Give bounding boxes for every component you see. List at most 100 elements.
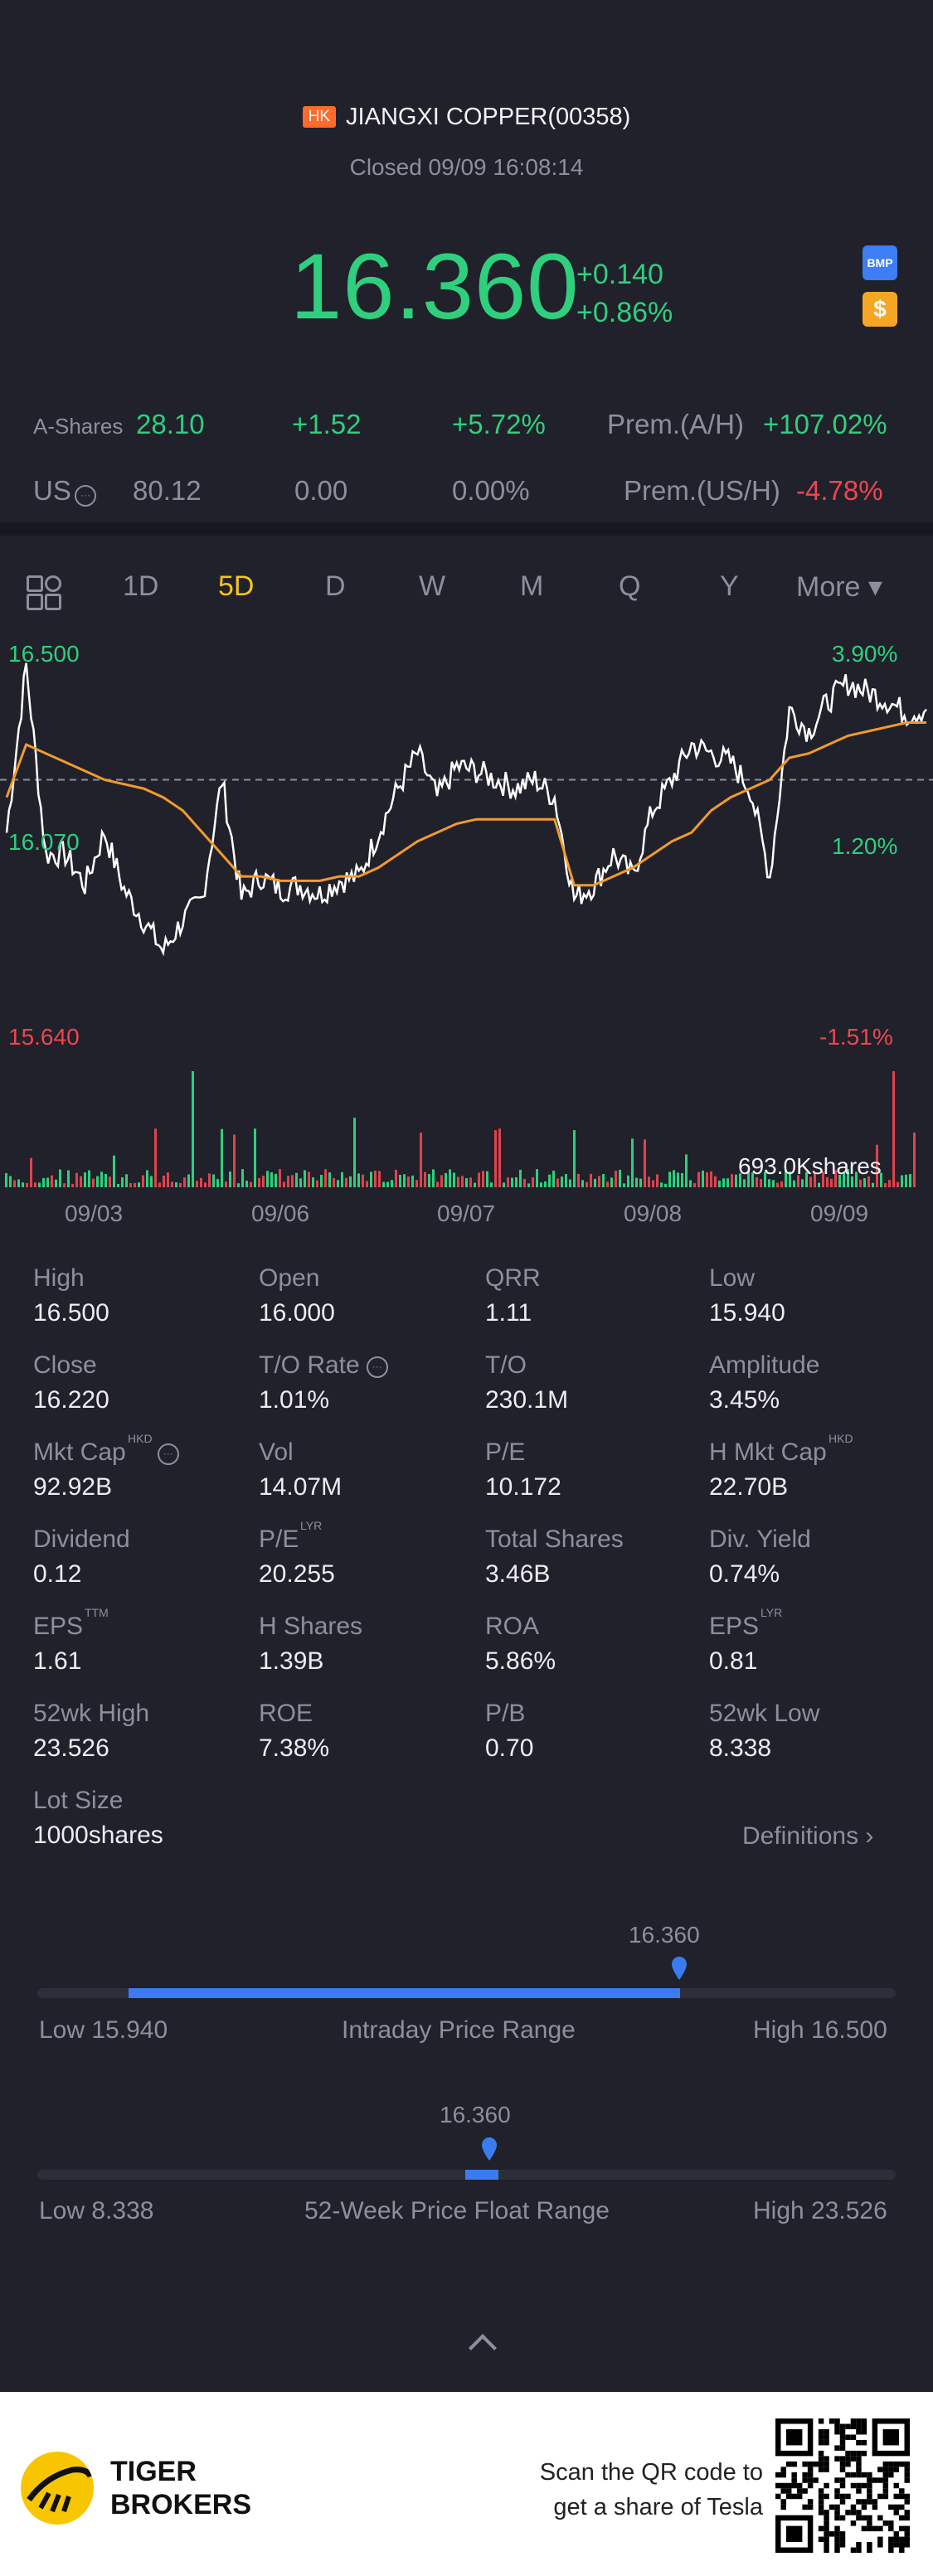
volume-bar — [386, 1181, 389, 1187]
stat-item: Amplitude 3.45% — [709, 1351, 925, 1414]
stat-sup: TTM — [85, 1606, 109, 1619]
volume-bar — [204, 1182, 207, 1187]
volume-bar — [457, 1176, 459, 1187]
chevron-up-icon[interactable] — [469, 2334, 497, 2362]
volume-bar — [345, 1177, 347, 1187]
volume-bar — [216, 1179, 219, 1187]
stat-value: 16.000 — [259, 1299, 335, 1327]
volume-bar — [668, 1172, 671, 1187]
stat-label: H Shares — [259, 1613, 474, 1641]
volume-bar — [706, 1172, 708, 1187]
volume-bar — [55, 1179, 57, 1187]
stat-label-text: P/E — [259, 1526, 299, 1553]
dollar-icon[interactable]: $ — [863, 292, 897, 327]
us-row[interactable]: US ··· 80.12 0.00 0.00% Prem.(US/H) -4.78… — [0, 475, 933, 525]
volume-bar — [5, 1172, 7, 1187]
volume-bar — [229, 1171, 231, 1187]
volume-bar — [324, 1169, 327, 1187]
volume-bar — [673, 1170, 675, 1187]
grid-icon[interactable] — [27, 575, 61, 610]
qr-code-icon[interactable] — [775, 2418, 910, 2553]
a-shares-row[interactable]: A-Shares 28.10 +1.52 +5.72% Prem.(A/H) +… — [0, 409, 933, 458]
definitions-label: Definitions — [742, 1822, 859, 1850]
stat-label: EPS TTM — [33, 1606, 249, 1641]
volume-bar — [237, 1183, 240, 1187]
more-dots-icon[interactable]: ··· — [74, 485, 96, 507]
volume-bar — [594, 1178, 596, 1187]
volume-bar — [208, 1173, 211, 1187]
stat-label: H Mkt Cap HKD — [709, 1432, 925, 1467]
stat-label: Low — [709, 1264, 925, 1293]
stat-label: P/E — [485, 1438, 701, 1467]
stat-item: Lot Size 1000shares — [33, 1787, 249, 1850]
tab-w[interactable]: W — [419, 570, 446, 602]
volume-bar — [569, 1179, 571, 1187]
volume-bar — [532, 1176, 534, 1187]
stat-value: 1000shares — [33, 1822, 163, 1849]
volume-bar — [718, 1180, 721, 1187]
info-icon[interactable]: ··· — [366, 1356, 388, 1378]
average-line — [5, 721, 926, 887]
volume-bar — [167, 1172, 169, 1187]
tab-1d[interactable]: 1D — [123, 570, 159, 602]
volume-bar — [357, 1173, 360, 1187]
volume-bar — [855, 1172, 858, 1187]
volume-bar — [581, 1180, 584, 1187]
volume-bar — [163, 1175, 165, 1187]
brand-line2: BROKERS — [110, 2489, 252, 2520]
volume-bar — [104, 1173, 107, 1187]
volume-bar — [420, 1133, 422, 1187]
stat-label-text: Amplitude — [709, 1351, 820, 1379]
volume-bar — [221, 1128, 223, 1187]
stat-value: 15.940 — [709, 1299, 785, 1327]
scan-line2: get a share of Tesla — [553, 2494, 763, 2520]
tab-more[interactable]: More ▾ — [796, 571, 882, 603]
price-chart[interactable] — [0, 630, 933, 1202]
volume-bar — [96, 1176, 99, 1187]
stat-item: P/E 10.172 — [485, 1438, 701, 1501]
volume-bar — [187, 1174, 190, 1187]
brand-name: TIGER BROKERS — [110, 2455, 251, 2521]
volume-bar — [536, 1169, 538, 1187]
volume-bar — [573, 1130, 576, 1187]
intraday-pin-icon — [672, 1957, 687, 1980]
volume-bar — [200, 1177, 202, 1187]
stat-sup: LYR — [300, 1519, 323, 1532]
stock-title: HK JIANGXI COPPER(00358) — [0, 104, 933, 131]
volume-bar — [469, 1177, 472, 1187]
volume-bar — [46, 1177, 49, 1187]
stat-label: High — [33, 1264, 249, 1293]
volume-bar — [266, 1171, 269, 1187]
date-label: 09/06 — [251, 1201, 310, 1226]
tab-q[interactable]: Q — [619, 570, 641, 602]
us-change-pct: 0.00% — [452, 475, 530, 506]
definitions-link[interactable]: Definitions › — [742, 1822, 873, 1851]
stat-label: P/E LYR — [259, 1519, 474, 1554]
stat-label: Vol — [259, 1438, 474, 1467]
prem-ah-value: +107.02% — [763, 409, 887, 439]
a-shares-change-pct: +5.72% — [452, 409, 546, 439]
volume-bar — [9, 1176, 12, 1187]
volume-bar — [867, 1176, 870, 1187]
volume-bar — [677, 1172, 679, 1187]
stat-label-text: EPS — [709, 1613, 760, 1640]
volume-bar — [382, 1181, 385, 1187]
intraday-bar — [37, 1988, 896, 1998]
volume-bar — [756, 1176, 758, 1187]
volume-bar — [308, 1172, 310, 1187]
volume-bar — [888, 1180, 891, 1187]
volume-bar — [250, 1181, 252, 1187]
stat-label-text: 52wk High — [33, 1700, 150, 1727]
tab-m[interactable]: M — [520, 570, 544, 602]
bmp-icon[interactable]: BMP — [863, 245, 897, 280]
stat-label: P/B — [485, 1700, 701, 1728]
stat-item: 52wk Low 8.338 — [709, 1700, 925, 1763]
tiger-logo-icon — [21, 2452, 94, 2525]
volume-bar — [544, 1181, 547, 1187]
tab-d[interactable]: D — [325, 570, 346, 602]
tab-5d[interactable]: 5D — [218, 570, 255, 602]
stat-value: 0.81 — [709, 1647, 758, 1675]
stat-item: Close 16.220 — [33, 1351, 249, 1414]
tab-y[interactable]: Y — [720, 570, 739, 602]
info-icon[interactable]: ··· — [157, 1443, 179, 1465]
